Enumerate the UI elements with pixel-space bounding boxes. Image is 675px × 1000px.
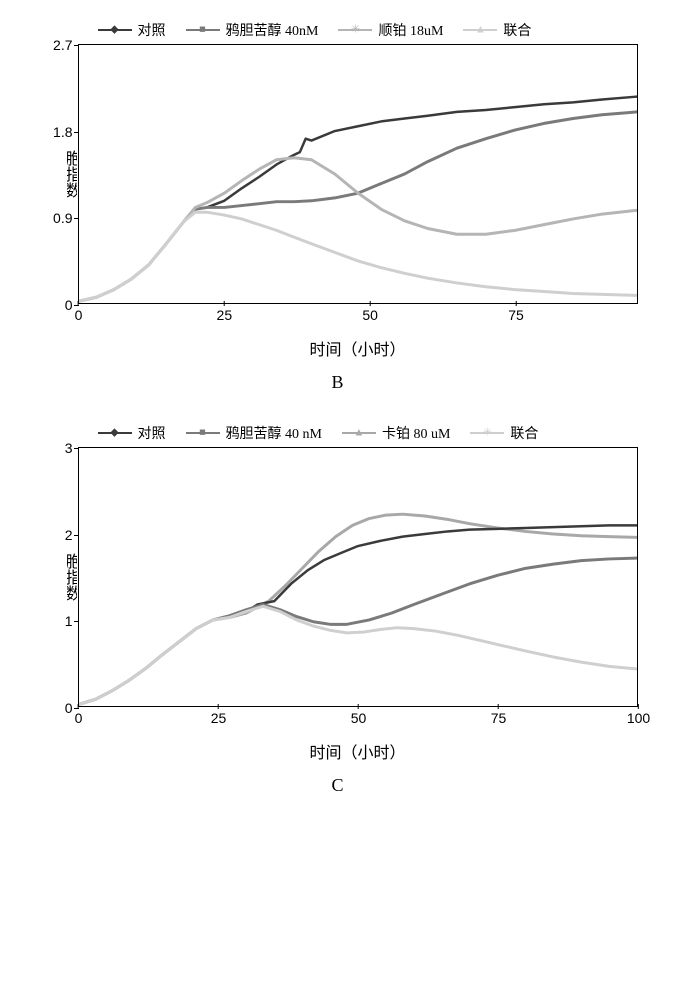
legend-item: ◆ 对照 <box>98 423 166 443</box>
panel-caption: B <box>38 372 638 393</box>
legend-marker-square-icon: ■ <box>186 25 220 35</box>
legend-marker-triangle-icon: ▲ <box>463 25 497 35</box>
y-tick-label: 1 <box>65 613 73 629</box>
series-line <box>79 97 637 302</box>
legend-label: 对照 <box>138 20 166 40</box>
x-tick-label: 100 <box>627 710 650 726</box>
legend-marker-diamond-icon: ◆ <box>98 428 132 438</box>
series-line <box>79 158 637 301</box>
x-tick-label: 0 <box>75 307 83 323</box>
chart-panel-c: ◆ 对照 ■ 鸦胆苦醇 40 nM ▲ 卡铂 80 uM ✳ 联合 <box>38 423 638 796</box>
series-line <box>79 212 637 301</box>
plot-area-b: 胞指数 00.91.82.7 0255075 <box>78 44 638 304</box>
chart-panel-b: ◆ 对照 ■ 鸦胆苦醇 40nM ✳ 顺铂 18uM ▲ 联合 <box>38 20 638 393</box>
legend-marker-star-icon: ✳ <box>470 428 504 438</box>
x-axis-ticks: 0255075 <box>79 307 637 327</box>
y-axis-ticks: 00.91.82.7 <box>39 45 73 303</box>
x-tick-label: 0 <box>75 710 83 726</box>
legend-label: 鸦胆苦醇 40 nM <box>226 423 322 443</box>
y-tick-label: 0 <box>65 297 73 313</box>
panel-caption: C <box>38 775 638 796</box>
legend-label: 联合 <box>510 423 538 443</box>
x-tick-label: 50 <box>362 307 378 323</box>
legend-item: ✳ 联合 <box>470 423 538 443</box>
plot-svg <box>79 448 637 706</box>
y-tick-label: 2.7 <box>53 37 72 53</box>
legend-item: ▲ 联合 <box>463 20 531 40</box>
y-tick-label: 0.9 <box>53 210 72 226</box>
series-line <box>79 525 637 704</box>
legend-item: ◆ 对照 <box>98 20 166 40</box>
y-tick-label: 0 <box>65 700 73 716</box>
x-tick-label: 25 <box>211 710 227 726</box>
legend-item: ■ 鸦胆苦醇 40 nM <box>186 423 322 443</box>
x-tick-label: 75 <box>508 307 524 323</box>
y-axis-ticks: 0123 <box>39 448 73 706</box>
x-axis-label: 时间（小时） <box>78 336 638 360</box>
series-line <box>79 112 637 301</box>
x-tick-label: 25 <box>217 307 233 323</box>
legend-marker-diamond-icon: ◆ <box>98 25 132 35</box>
x-axis-label: 时间（小时） <box>78 739 638 763</box>
legend-label: 顺铂 18uM <box>378 20 443 40</box>
x-axis-ticks: 0255075100 <box>79 710 637 730</box>
plot-svg <box>79 45 637 303</box>
legend-label: 卡铂 80 uM <box>382 423 450 443</box>
series-line <box>79 514 637 704</box>
y-tick-label: 2 <box>65 527 73 543</box>
legend-marker-triangle-icon: ▲ <box>342 428 376 438</box>
legend-item: ■ 鸦胆苦醇 40nM <box>186 20 319 40</box>
legend-b: ◆ 对照 ■ 鸦胆苦醇 40nM ✳ 顺铂 18uM ▲ 联合 <box>38 20 638 40</box>
x-tick-label: 50 <box>351 710 367 726</box>
legend-marker-square-icon: ■ <box>186 428 220 438</box>
y-tick-label: 3 <box>65 440 73 456</box>
legend-label: 联合 <box>503 20 531 40</box>
legend-marker-star-icon: ✳ <box>338 25 372 35</box>
x-tick-label: 75 <box>491 710 507 726</box>
plot-area-c: 胞指数 0123 0255075100 <box>78 447 638 707</box>
legend-item: ✳ 顺铂 18uM <box>338 20 443 40</box>
legend-label: 鸦胆苦醇 40nM <box>226 20 319 40</box>
legend-label: 对照 <box>138 423 166 443</box>
legend-c: ◆ 对照 ■ 鸦胆苦醇 40 nM ▲ 卡铂 80 uM ✳ 联合 <box>38 423 638 443</box>
legend-item: ▲ 卡铂 80 uM <box>342 423 450 443</box>
y-tick-label: 1.8 <box>53 124 72 140</box>
